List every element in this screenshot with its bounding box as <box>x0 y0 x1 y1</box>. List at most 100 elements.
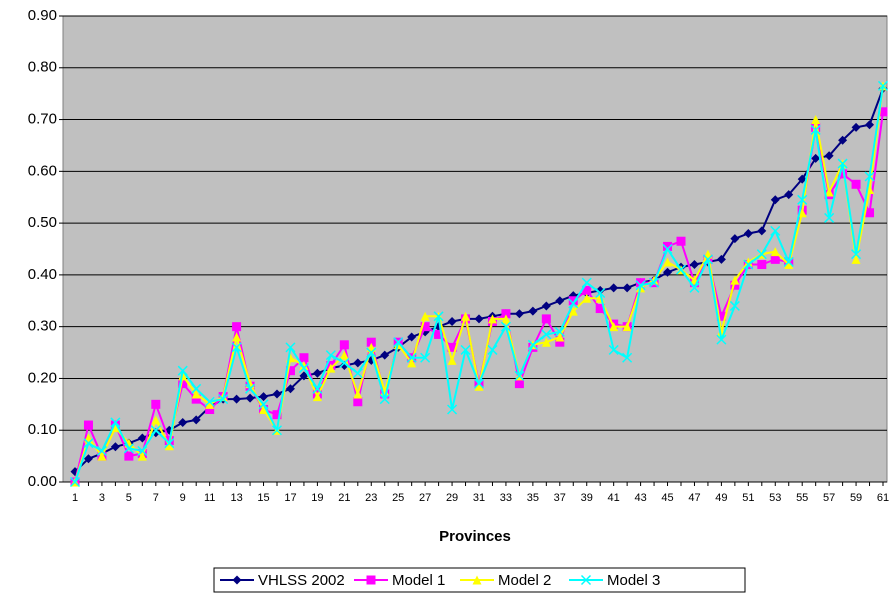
point <box>124 451 134 461</box>
point <box>272 389 282 399</box>
point <box>635 280 646 291</box>
point <box>514 379 524 389</box>
x-tick-label: 59 <box>850 492 862 504</box>
point <box>878 107 888 117</box>
x-tick-label: 47 <box>688 492 700 504</box>
point <box>110 442 120 452</box>
point <box>447 404 458 415</box>
point <box>837 158 848 169</box>
point <box>824 212 835 223</box>
legend-label: Model 2 <box>498 572 551 589</box>
point <box>851 254 861 264</box>
point <box>69 476 81 488</box>
point <box>460 344 471 355</box>
y-tick-label: 0.00 <box>28 473 57 490</box>
point <box>339 340 349 350</box>
point <box>258 399 269 410</box>
point <box>810 124 821 135</box>
point <box>110 417 121 428</box>
point <box>581 277 592 288</box>
point <box>851 122 861 132</box>
x-tick-label: 41 <box>608 492 620 504</box>
point <box>352 368 363 379</box>
y-tick-label: 0.70 <box>28 111 57 128</box>
point <box>191 394 201 404</box>
point <box>312 392 322 402</box>
x-tick-label: 37 <box>554 492 566 504</box>
point <box>770 225 781 236</box>
point <box>164 441 174 451</box>
point <box>622 352 633 363</box>
x-tick-label: 43 <box>634 492 646 504</box>
point <box>824 187 834 197</box>
point <box>178 379 188 389</box>
point <box>204 396 215 407</box>
point <box>527 339 538 350</box>
point <box>299 371 309 381</box>
point <box>406 352 417 363</box>
x-tick-label: 39 <box>581 492 593 504</box>
x-tick-label: 29 <box>446 492 458 504</box>
x-tick-label: 7 <box>153 492 159 504</box>
point <box>178 417 188 427</box>
point <box>582 285 592 295</box>
point <box>541 337 551 347</box>
point <box>380 350 390 360</box>
y-tick-label: 0.40 <box>28 266 57 283</box>
x-tick-label: 11 <box>204 492 215 504</box>
point <box>541 301 551 311</box>
point <box>541 314 551 324</box>
point <box>865 208 875 218</box>
point <box>568 306 578 316</box>
point <box>608 344 619 355</box>
plot-area <box>62 15 888 483</box>
point <box>757 226 767 236</box>
point <box>716 311 726 321</box>
point <box>487 314 497 324</box>
point <box>245 383 256 394</box>
point <box>514 370 525 381</box>
point <box>325 350 336 361</box>
point <box>797 208 807 218</box>
legend-marker <box>232 575 242 585</box>
legend-marker <box>580 574 592 586</box>
point <box>232 332 242 342</box>
point <box>123 443 134 454</box>
point <box>96 445 107 456</box>
point <box>797 174 807 184</box>
x-tick-label: 53 <box>769 492 781 504</box>
point <box>259 405 269 415</box>
point <box>622 322 632 332</box>
point <box>218 394 229 405</box>
point <box>434 329 444 339</box>
point <box>447 316 457 326</box>
point <box>420 311 430 321</box>
point <box>663 267 673 277</box>
point <box>177 365 188 376</box>
point <box>636 278 646 288</box>
point <box>379 394 390 405</box>
point <box>285 366 295 376</box>
point <box>151 415 161 425</box>
x-tick-label: 55 <box>796 492 808 504</box>
point <box>555 332 565 342</box>
y-tick-label: 0.10 <box>28 421 57 438</box>
point <box>864 171 875 182</box>
y-tick-label: 0.50 <box>28 214 57 231</box>
point <box>110 423 120 433</box>
point <box>568 296 578 306</box>
point <box>865 120 875 130</box>
point <box>554 326 565 337</box>
point <box>285 384 295 394</box>
point <box>756 249 767 260</box>
point <box>555 296 565 306</box>
point <box>473 378 485 389</box>
point <box>824 151 834 161</box>
point <box>838 169 848 179</box>
point <box>312 383 323 394</box>
point <box>568 298 579 309</box>
x-tick-label: 51 <box>742 492 754 504</box>
point <box>770 254 780 264</box>
point <box>797 194 808 205</box>
